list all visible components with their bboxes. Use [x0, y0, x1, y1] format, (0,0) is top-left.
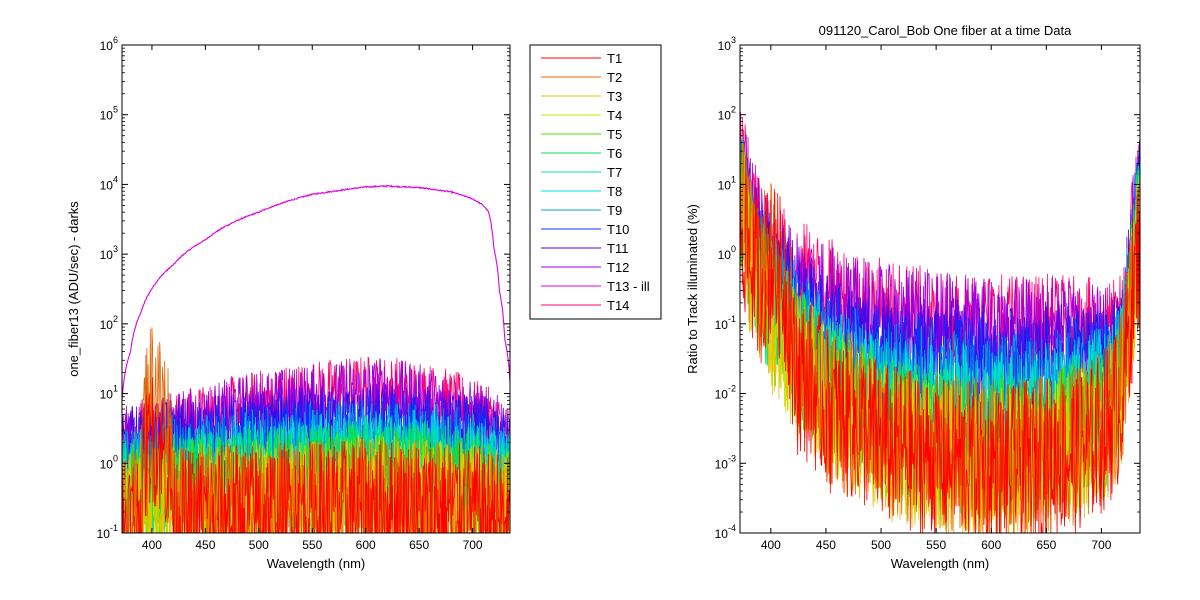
x-axis-label: Wavelength (nm)	[891, 556, 990, 571]
x-tick-label: 450	[195, 538, 215, 552]
y-axis-label: Ratio to Track illuminated (%)	[685, 204, 700, 374]
legend-label: T2	[607, 70, 622, 85]
legend-label: T3	[607, 89, 622, 104]
y-tick-label: 10-3	[715, 453, 736, 471]
plot-frame	[739, 44, 1141, 534]
legend-label: T12	[607, 260, 629, 275]
x-tick-label: 400	[761, 538, 781, 552]
x-tick-label: 550	[926, 538, 946, 552]
x-tick-label: 500	[249, 538, 269, 552]
y-tick-label: 101	[100, 384, 118, 402]
legend-label: T13 - ill	[607, 279, 650, 294]
y-tick-label: 102	[100, 314, 118, 332]
legend-label: T5	[607, 127, 622, 142]
x-tick-label: 500	[871, 538, 891, 552]
x-tick-label: 600	[981, 538, 1001, 552]
legend-label: T10	[607, 222, 629, 237]
series-t13-ill: T13 - ill	[122, 184, 510, 401]
y-tick-label: 102	[718, 105, 736, 123]
x-tick-label: 650	[409, 538, 429, 552]
y-tick-label: 103	[718, 35, 736, 53]
y-tick-label: 100	[718, 244, 736, 262]
legend-box	[529, 44, 662, 320]
x-tick-label: 450	[816, 538, 836, 552]
legend: T1 T2 T3 T4 T5 T6 T7 T8 T9 T10 T11 T12 T13 - ill T14	[529, 44, 662, 320]
right-panel: T14T12T11T10T9T8T7T6T5T4T3T2T1 400 450 500 5…	[685, 23, 1141, 571]
y-tick-label: 104	[100, 174, 118, 192]
legend-label: T8	[607, 184, 622, 199]
x-tick-label: 600	[356, 538, 376, 552]
legend-label: T14	[607, 298, 629, 313]
series-t1: T1	[740, 150, 1140, 533]
left-panel: T13 - illT14T12T11T10T9T8T7T6T5T4T3T2T1 4…	[66, 35, 511, 571]
plot-frame	[121, 44, 511, 534]
legend-label: T4	[607, 108, 622, 123]
series-group: T14T12T11T10T9T8T7T6T5T4T3T2T1	[740, 111, 1140, 533]
y-tick-label: 106	[100, 35, 118, 53]
legend-label: T9	[607, 203, 622, 218]
x-tick-label: 700	[463, 538, 483, 552]
y-tick-label: 103	[100, 244, 118, 262]
x-axis-label: Wavelength (nm)	[267, 556, 366, 571]
x-tick-label: 700	[1091, 538, 1111, 552]
y-tick-label: 105	[100, 105, 118, 123]
y-axis-label: one_fiber13 (ADU/sec) - darks	[66, 201, 81, 377]
y-tick-label: 10-1	[97, 523, 118, 541]
y-tick-label: 101	[718, 174, 736, 192]
legend-label: T1	[607, 51, 622, 66]
legend-label: T11	[607, 241, 628, 256]
y-tick-label: 10-4	[715, 523, 736, 541]
y-tick-label: 100	[100, 453, 118, 471]
legend-label: T6	[607, 146, 622, 161]
y-tick-label: 10-1	[715, 314, 736, 332]
legend-label: T7	[607, 165, 622, 180]
x-tick-label: 650	[1036, 538, 1056, 552]
y-tick-label: 10-2	[715, 384, 736, 402]
chart-title: 091120_Carol_Bob One fiber at a time Dat…	[819, 23, 1072, 38]
series-t1: T1	[122, 377, 510, 533]
series-group: T13 - illT14T12T11T10T9T8T7T6T5T4T3T2T1	[122, 184, 510, 533]
x-tick-label: 550	[302, 538, 322, 552]
x-tick-label: 400	[142, 538, 162, 552]
